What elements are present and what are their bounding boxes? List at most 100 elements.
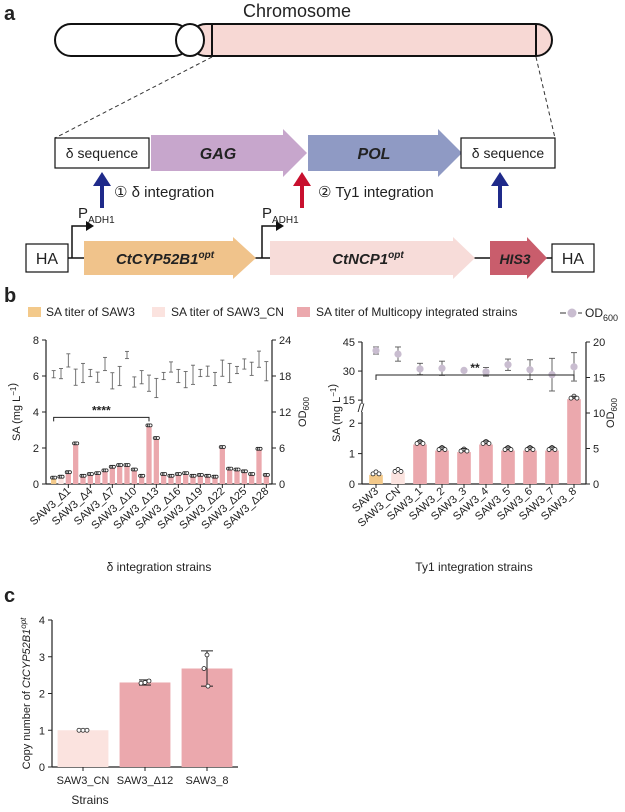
replicate-dot [104, 468, 109, 473]
y2-tick-label: 15 [593, 373, 605, 385]
bar [241, 472, 247, 484]
bar [65, 473, 71, 484]
replicate-dot [214, 474, 219, 479]
replicate-dot [244, 469, 248, 474]
replicate-dot [146, 678, 152, 684]
y2-tick-label: 18 [279, 371, 291, 383]
bar [369, 474, 383, 484]
legend-saw3-cn: SA titer of SAW3_CN [171, 305, 284, 319]
replicate-dot [376, 471, 382, 477]
bar [139, 476, 145, 484]
delta-sequence-right [460, 137, 556, 169]
significance-bracket [53, 416, 150, 422]
bar [227, 469, 233, 484]
arrow-up-red [293, 172, 311, 208]
y-axis-label: Copy number of CtCYP52B1opt [19, 617, 33, 770]
bar [168, 476, 174, 484]
pol-label: POL [358, 146, 391, 163]
ncp-gene-arrow [270, 237, 475, 279]
bar [391, 472, 405, 484]
bar [249, 475, 255, 484]
bar [413, 444, 427, 484]
bar [219, 448, 225, 484]
y-tick-label: 2 [33, 443, 39, 455]
bar [435, 450, 449, 484]
zoom-line-right [535, 56, 556, 139]
promoter-1-label: PADH1 [78, 205, 115, 226]
x-axis-label: Strains [71, 793, 108, 807]
bar [523, 450, 537, 484]
bar [80, 476, 86, 484]
promoter-1 [71, 221, 94, 258]
y-tick-label: 4 [33, 407, 39, 419]
replicate-dot [185, 471, 190, 476]
replicate-dot [236, 467, 241, 472]
replicate-dot [156, 436, 160, 440]
ha-left-box [25, 243, 69, 273]
y-tick-label: 1 [39, 725, 45, 737]
delta-sequence-left [54, 137, 150, 169]
replicate-dot [138, 680, 144, 686]
bar [124, 466, 130, 484]
od-point [372, 346, 380, 355]
replicate-dot [163, 472, 168, 476]
arrow-up-blue-1 [93, 172, 111, 208]
gag-arrow [151, 129, 307, 177]
panel-a: a Chromosome δ sequence GAG POL δ sequen… [4, 1, 595, 279]
bar [146, 426, 152, 484]
y2-tick-label: 24 [279, 335, 291, 347]
bar [175, 475, 181, 484]
y-tick-label: 2 [39, 689, 45, 701]
y-tick-label: 3 [39, 652, 45, 664]
replicate-dot [398, 469, 404, 474]
centromere [175, 23, 205, 57]
replicate-dot [192, 473, 197, 478]
replicate-dot [148, 423, 153, 428]
replicate-dot [552, 447, 558, 452]
panel-b-label: b [4, 285, 16, 307]
x-tick-label: SAW3_8 [185, 775, 228, 787]
y2-tick-label: 0 [593, 479, 599, 491]
ncp-gene-label: CtNCP1opt [332, 250, 404, 268]
replicate-dot [204, 652, 210, 658]
od-point [504, 361, 512, 369]
significance-label: **** [92, 403, 111, 417]
bar [212, 477, 218, 484]
legend-saw3: SA titer of SAW3 [46, 305, 135, 319]
y2-axis-label: OD600 [605, 398, 619, 428]
replicate-dot [205, 683, 211, 689]
step1-label: ① δ integration [114, 184, 214, 201]
bar [109, 467, 115, 484]
legend-swatch-multicopy [297, 307, 310, 317]
y-tick-label: 0 [349, 479, 355, 491]
y-tick-label: 30 [343, 366, 355, 378]
chart-copy-number: 0 1 2 3 4 Copy number of CtCYP52B1opt SAW3_CN S… [19, 615, 238, 807]
bar [102, 471, 108, 484]
y-axis-label: SA (mg L−1) [7, 383, 23, 441]
promoter-2-label: PADH1 [262, 205, 299, 226]
replicate-dot [178, 472, 182, 476]
replicate-dot [508, 447, 514, 452]
y2-tick-label: 12 [279, 407, 291, 419]
bar [457, 452, 471, 484]
replicate-dot [126, 463, 131, 467]
y2-tick-label: 20 [593, 337, 605, 349]
x-tick-label: SAW3_Δ12 [117, 775, 173, 787]
replicate-dot [464, 448, 470, 454]
y2-axis-label: OD600 [297, 397, 311, 427]
replicate-dot [574, 395, 580, 401]
bar [153, 439, 159, 484]
significance-label: ** [470, 361, 480, 375]
bar [567, 399, 581, 484]
legend-od: OD600 [585, 306, 618, 323]
replicate-dot [207, 473, 212, 478]
cyp-gene-arrow [84, 237, 256, 279]
replicate-dot [90, 472, 94, 476]
bar [501, 450, 515, 484]
axis-break-mark: // [358, 401, 365, 415]
replicate-dot [229, 466, 234, 471]
delta-left-label: δ sequence [66, 145, 139, 161]
bar [205, 476, 211, 484]
bar [58, 477, 64, 484]
